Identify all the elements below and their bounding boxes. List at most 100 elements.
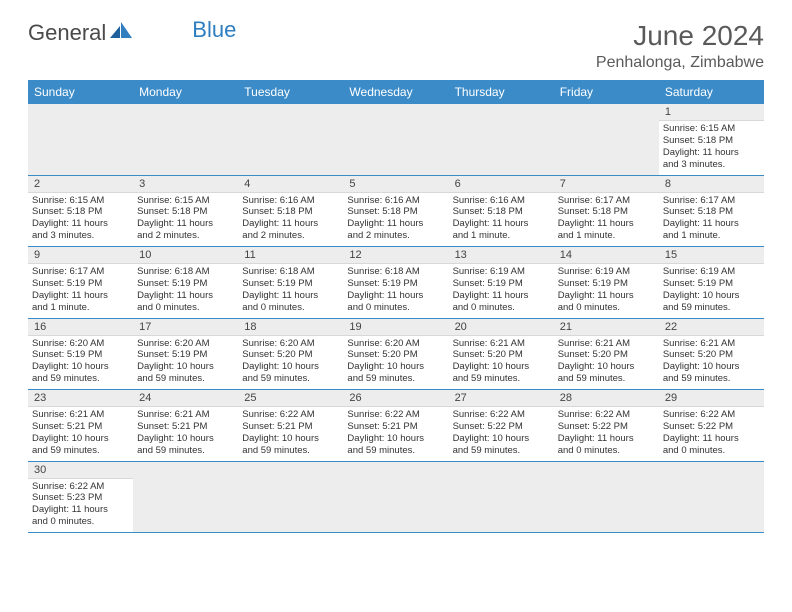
day-number: 18 (238, 319, 343, 336)
sunrise-line: Sunrise: 6:15 AM (137, 195, 234, 207)
day-number: 23 (28, 390, 133, 407)
daylight-line2: and 0 minutes. (453, 302, 550, 314)
day-content: Sunrise: 6:20 AMSunset: 5:19 PMDaylight:… (133, 336, 238, 390)
daylight-line1: Daylight: 11 hours (242, 290, 339, 302)
sunset-line: Sunset: 5:22 PM (558, 421, 655, 433)
day-content: Sunrise: 6:21 AMSunset: 5:21 PMDaylight:… (28, 407, 133, 461)
day-cell: 25Sunrise: 6:22 AMSunset: 5:21 PMDayligh… (238, 390, 343, 461)
daylight-line2: and 59 minutes. (347, 373, 444, 385)
sunrise-line: Sunrise: 6:22 AM (453, 409, 550, 421)
day-cell: 8Sunrise: 6:17 AMSunset: 5:18 PMDaylight… (659, 176, 764, 247)
day-number: 26 (343, 390, 448, 407)
sunset-line: Sunset: 5:21 PM (242, 421, 339, 433)
day-content: Sunrise: 6:21 AMSunset: 5:21 PMDaylight:… (133, 407, 238, 461)
day-cell: 16Sunrise: 6:20 AMSunset: 5:19 PMDayligh… (28, 319, 133, 390)
day-content: Sunrise: 6:15 AMSunset: 5:18 PMDaylight:… (659, 121, 764, 175)
day-content: Sunrise: 6:22 AMSunset: 5:21 PMDaylight:… (238, 407, 343, 461)
logo-sail-icon (110, 20, 132, 46)
daylight-line1: Daylight: 11 hours (663, 218, 760, 230)
day-cell: 14Sunrise: 6:19 AMSunset: 5:19 PMDayligh… (554, 247, 659, 318)
daylight-line2: and 0 minutes. (347, 302, 444, 314)
day-cell: 12Sunrise: 6:18 AMSunset: 5:19 PMDayligh… (343, 247, 448, 318)
daylight-line1: Daylight: 11 hours (453, 218, 550, 230)
day-cell-empty (449, 462, 554, 533)
sunrise-line: Sunrise: 6:18 AM (242, 266, 339, 278)
day-number: 8 (659, 176, 764, 193)
day-cell-empty (449, 104, 554, 175)
sunrise-line: Sunrise: 6:16 AM (453, 195, 550, 207)
day-number: 17 (133, 319, 238, 336)
day-content: Sunrise: 6:21 AMSunset: 5:20 PMDaylight:… (659, 336, 764, 390)
logo-part2: Blue (192, 17, 236, 43)
location: Penhalonga, Zimbabwe (596, 54, 764, 72)
daylight-line1: Daylight: 10 hours (242, 433, 339, 445)
sunrise-line: Sunrise: 6:17 AM (558, 195, 655, 207)
day-cell: 1Sunrise: 6:15 AMSunset: 5:18 PMDaylight… (659, 104, 764, 175)
day-number: 15 (659, 247, 764, 264)
day-number: 12 (343, 247, 448, 264)
day-number: 22 (659, 319, 764, 336)
day-number: 16 (28, 319, 133, 336)
sunset-line: Sunset: 5:19 PM (137, 278, 234, 290)
daylight-line1: Daylight: 11 hours (663, 433, 760, 445)
day-cell-empty (659, 462, 764, 533)
day-number: 1 (659, 104, 764, 121)
daylight-line1: Daylight: 11 hours (137, 218, 234, 230)
daylight-line2: and 0 minutes. (558, 445, 655, 457)
day-cell: 5Sunrise: 6:16 AMSunset: 5:18 PMDaylight… (343, 176, 448, 247)
sunrise-line: Sunrise: 6:16 AM (347, 195, 444, 207)
header: General Blue June 2024 Penhalonga, Zimba… (0, 0, 792, 80)
daylight-line1: Daylight: 11 hours (347, 290, 444, 302)
day-cell: 17Sunrise: 6:20 AMSunset: 5:19 PMDayligh… (133, 319, 238, 390)
sunset-line: Sunset: 5:19 PM (347, 278, 444, 290)
day-cell: 26Sunrise: 6:22 AMSunset: 5:21 PMDayligh… (343, 390, 448, 461)
day-cell: 6Sunrise: 6:16 AMSunset: 5:18 PMDaylight… (449, 176, 554, 247)
daylight-line2: and 59 minutes. (32, 373, 129, 385)
day-cell: 9Sunrise: 6:17 AMSunset: 5:19 PMDaylight… (28, 247, 133, 318)
daylight-line2: and 59 minutes. (558, 373, 655, 385)
sunset-line: Sunset: 5:18 PM (558, 206, 655, 218)
daylight-line1: Daylight: 11 hours (32, 290, 129, 302)
day-cell: 22Sunrise: 6:21 AMSunset: 5:20 PMDayligh… (659, 319, 764, 390)
sunrise-line: Sunrise: 6:21 AM (32, 409, 129, 421)
sunset-line: Sunset: 5:18 PM (242, 206, 339, 218)
day-number: 6 (449, 176, 554, 193)
day-cell-empty (343, 462, 448, 533)
sunset-line: Sunset: 5:20 PM (453, 349, 550, 361)
day-cell: 30Sunrise: 6:22 AMSunset: 5:23 PMDayligh… (28, 462, 133, 533)
daylight-line1: Daylight: 10 hours (663, 290, 760, 302)
day-content: Sunrise: 6:21 AMSunset: 5:20 PMDaylight:… (449, 336, 554, 390)
sunset-line: Sunset: 5:20 PM (558, 349, 655, 361)
day-content: Sunrise: 6:22 AMSunset: 5:21 PMDaylight:… (343, 407, 448, 461)
sunrise-line: Sunrise: 6:21 AM (558, 338, 655, 350)
logo-part1: General (28, 20, 106, 46)
day-content: Sunrise: 6:22 AMSunset: 5:23 PMDaylight:… (28, 479, 133, 533)
day-cell: 15Sunrise: 6:19 AMSunset: 5:19 PMDayligh… (659, 247, 764, 318)
sunrise-line: Sunrise: 6:21 AM (663, 338, 760, 350)
daylight-line1: Daylight: 11 hours (558, 433, 655, 445)
daylight-line1: Daylight: 10 hours (453, 433, 550, 445)
sunrise-line: Sunrise: 6:16 AM (242, 195, 339, 207)
sunrise-line: Sunrise: 6:18 AM (137, 266, 234, 278)
day-number: 9 (28, 247, 133, 264)
day-number: 20 (449, 319, 554, 336)
day-cell: 4Sunrise: 6:16 AMSunset: 5:18 PMDaylight… (238, 176, 343, 247)
day-cell: 7Sunrise: 6:17 AMSunset: 5:18 PMDaylight… (554, 176, 659, 247)
day-content: Sunrise: 6:22 AMSunset: 5:22 PMDaylight:… (659, 407, 764, 461)
sunset-line: Sunset: 5:23 PM (32, 492, 129, 504)
day-content: Sunrise: 6:17 AMSunset: 5:18 PMDaylight:… (659, 193, 764, 247)
day-content: Sunrise: 6:20 AMSunset: 5:20 PMDaylight:… (343, 336, 448, 390)
day-number: 24 (133, 390, 238, 407)
day-number: 21 (554, 319, 659, 336)
day-number: 7 (554, 176, 659, 193)
daylight-line2: and 59 minutes. (663, 302, 760, 314)
daylight-line1: Daylight: 10 hours (558, 361, 655, 373)
daylight-line2: and 59 minutes. (453, 373, 550, 385)
day-cell: 23Sunrise: 6:21 AMSunset: 5:21 PMDayligh… (28, 390, 133, 461)
sunrise-line: Sunrise: 6:22 AM (242, 409, 339, 421)
daylight-line1: Daylight: 11 hours (558, 218, 655, 230)
daylight-line2: and 1 minute. (663, 230, 760, 242)
daylight-line2: and 1 minute. (453, 230, 550, 242)
day-content: Sunrise: 6:17 AMSunset: 5:18 PMDaylight:… (554, 193, 659, 247)
sunrise-line: Sunrise: 6:17 AM (32, 266, 129, 278)
